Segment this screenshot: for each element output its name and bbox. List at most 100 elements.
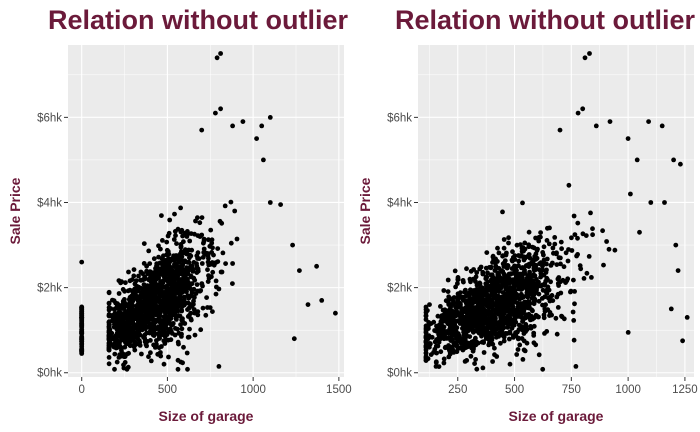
- data-point: [174, 241, 179, 247]
- data-point: [541, 312, 547, 318]
- data-point: [148, 338, 153, 343]
- plot-panel: [418, 45, 694, 377]
- data-point: [545, 225, 550, 231]
- data-point: [435, 313, 441, 319]
- data-point: [181, 344, 186, 350]
- data-point: [540, 250, 546, 255]
- data-point: [161, 361, 167, 367]
- data-point: [540, 260, 546, 266]
- grid-lines: [68, 45, 344, 377]
- data-point: [484, 285, 490, 290]
- data-point: [290, 242, 295, 248]
- data-point: [157, 335, 163, 341]
- data-point: [450, 296, 455, 301]
- data-point: [210, 269, 216, 275]
- data-point: [157, 268, 162, 274]
- data-point: [179, 331, 184, 337]
- data-point: [572, 301, 577, 307]
- data-point: [488, 316, 494, 322]
- data-point: [445, 277, 451, 283]
- data-point: [152, 270, 158, 276]
- data-point: [160, 238, 165, 243]
- data-point: [516, 258, 522, 264]
- data-point: [425, 336, 431, 342]
- data-point: [79, 323, 85, 329]
- data-point: [485, 324, 491, 329]
- data-point: [485, 270, 490, 276]
- data-point: [187, 326, 192, 332]
- data-point: [473, 316, 478, 321]
- data-point: [162, 334, 168, 339]
- data-point: [490, 341, 496, 347]
- data-point: [503, 331, 509, 336]
- data-point: [191, 301, 196, 307]
- data-point: [510, 291, 515, 297]
- data-point: [185, 231, 191, 237]
- data-point: [291, 336, 297, 342]
- data-point: [491, 277, 496, 283]
- data-point: [129, 316, 135, 321]
- data-point: [495, 259, 500, 264]
- data-point: [452, 343, 458, 348]
- data-point: [184, 265, 190, 270]
- data-point: [524, 276, 529, 282]
- data-point: [506, 240, 511, 246]
- data-point: [125, 364, 131, 370]
- data-point: [466, 318, 471, 324]
- data-point: [513, 331, 518, 337]
- data-point: [120, 321, 126, 327]
- data-point: [201, 246, 207, 252]
- data-point: [186, 285, 192, 291]
- data-point: [194, 261, 199, 266]
- data-point: [145, 289, 151, 295]
- data-point: [526, 242, 532, 248]
- data-point: [546, 295, 551, 301]
- data-point: [165, 278, 171, 284]
- data-point: [492, 345, 497, 351]
- data-point: [442, 307, 448, 313]
- data-point: [147, 271, 153, 276]
- data-point: [516, 301, 522, 307]
- data-point: [126, 315, 131, 321]
- data-point: [127, 343, 133, 349]
- data-point: [207, 243, 213, 249]
- data-point: [517, 342, 523, 348]
- data-point: [120, 299, 126, 304]
- data-point: [106, 307, 112, 313]
- data-point: [131, 273, 137, 279]
- data-point: [163, 302, 169, 308]
- data-point: [79, 315, 85, 320]
- data-point: [542, 331, 547, 336]
- x-tick-label: 250: [448, 384, 467, 396]
- data-point: [178, 244, 184, 249]
- data-point: [171, 253, 177, 259]
- data-point: [540, 302, 545, 308]
- data-point: [149, 284, 155, 290]
- data-point: [149, 278, 155, 283]
- data-point: [571, 337, 577, 343]
- data-point: [140, 277, 146, 283]
- data-point: [126, 304, 132, 310]
- data-point: [175, 308, 181, 314]
- data-point: [498, 340, 503, 346]
- data-point: [526, 229, 532, 235]
- data-point: [541, 244, 547, 250]
- data-point: [136, 303, 142, 309]
- data-point: [141, 334, 146, 340]
- data-point: [451, 300, 456, 306]
- data-point: [468, 353, 474, 359]
- data-point: [141, 241, 147, 247]
- data-point: [673, 242, 679, 248]
- data-point: [510, 249, 515, 255]
- data-point: [498, 325, 504, 331]
- data-point: [475, 296, 481, 302]
- data-point: [550, 245, 556, 251]
- data-point: [79, 342, 85, 348]
- data-point: [495, 320, 501, 326]
- data-point: [474, 366, 480, 372]
- data-point: [520, 200, 525, 206]
- data-point: [480, 269, 486, 275]
- data-point: [466, 309, 472, 315]
- data-point: [464, 358, 470, 363]
- data-point: [159, 305, 164, 311]
